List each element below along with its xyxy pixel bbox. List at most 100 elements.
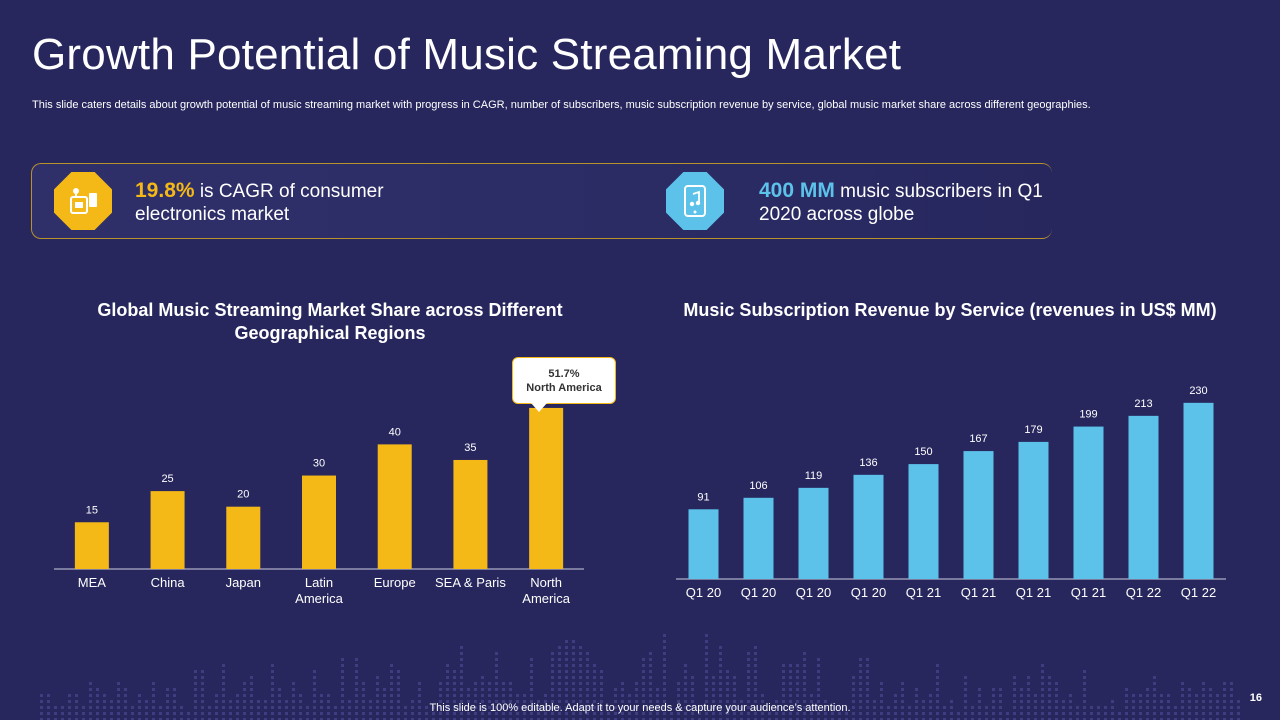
equalizer-dot [439,712,442,715]
equalizer-dot [824,706,827,709]
equalizer-dot [866,712,869,715]
equalizer-dot [607,718,610,720]
equalizer-dot [1006,718,1009,720]
equalizer-dot [544,712,547,715]
equalizer-dot [614,718,617,720]
chart-1-data-label: 30 [313,458,325,470]
equalizer-dot [166,706,169,709]
equalizer-dot [593,712,596,715]
equalizer-dot [523,694,526,697]
equalizer-dot [719,712,722,715]
equalizer-dot [243,694,246,697]
equalizer-dot [817,682,820,685]
chart-1-category-label: Europe [374,575,416,590]
equalizer-dot [1027,706,1030,709]
chart-1-bar [529,407,564,569]
equalizer-dot [712,676,715,679]
equalizer-dot [1146,718,1149,720]
equalizer-dot [803,718,806,720]
equalizer-dot [446,664,449,667]
equalizer-dot [1069,718,1072,720]
equalizer-dot [656,718,659,720]
chart-1-bar [453,459,488,569]
equalizer-dot [292,712,295,715]
equalizer-dot [1132,700,1135,703]
equalizer-dot [859,706,862,709]
equalizer-dot [719,700,722,703]
equalizer-dot [782,694,785,697]
equalizer-dot [131,706,134,709]
equalizer-dot [376,700,379,703]
equalizer-dot [572,700,575,703]
equalizer-dot [642,718,645,720]
equalizer-dot [1020,688,1023,691]
equalizer-dot [971,712,974,715]
equalizer-dot [481,718,484,720]
equalizer-dot [61,712,64,715]
equalizer-dot [1188,694,1191,697]
equalizer-dot [1202,682,1205,685]
equalizer-dot [551,658,554,661]
equalizer-dot [201,706,204,709]
equalizer-dot [1125,718,1128,720]
equalizer-dot [684,670,687,673]
equalizer-dot [649,694,652,697]
subscribers-text: music subscribers in Q1 2020 across glob… [759,181,1043,225]
equalizer-dot [712,718,715,720]
equalizer-dot [1153,706,1156,709]
equalizer-dot [677,700,680,703]
equalizer-dot [201,718,204,720]
equalizer-dot [887,706,890,709]
equalizer-dot [75,694,78,697]
equalizer-dot [453,706,456,709]
cagr-text: is CAGR of consumer electronics market [135,181,384,225]
equalizer-dot [467,700,470,703]
equalizer-dot [796,682,799,685]
equalizer-dot [747,664,750,667]
equalizer-dot [1209,706,1212,709]
equalizer-dot [656,688,659,691]
equalizer-dot [677,712,680,715]
equalizer-dot [544,700,547,703]
equalizer-dot [1076,706,1079,709]
equalizer-dot [341,676,344,679]
equalizer-dot [705,706,708,709]
equalizer-dot [649,652,652,655]
equalizer-dot [551,706,554,709]
equalizer-dot [1069,700,1072,703]
equalizer-dot [705,646,708,649]
equalizer-dot [642,712,645,715]
equalizer-dot [502,718,505,720]
equalizer-dot [201,670,204,673]
equalizer-dot [1062,718,1065,720]
equalizer-dot [719,652,722,655]
equalizer-dot [152,718,155,720]
equalizer-dot [803,676,806,679]
equalizer-dot [1083,712,1086,715]
equalizer-dot [1027,712,1030,715]
equalizer-dot [453,718,456,720]
equalizer-dot [166,694,169,697]
equalizer-dot [222,712,225,715]
equalizer-dot [838,712,841,715]
equalizer-dot [572,694,575,697]
equalizer-dot [642,700,645,703]
equalizer-dot [663,718,666,720]
equalizer-dot [390,688,393,691]
equalizer-dot [1048,688,1051,691]
equalizer-dot [1076,712,1079,715]
equalizer-dot [789,682,792,685]
revenue-chart-title: Music Subscription Revenue by Service (r… [683,300,1217,320]
equalizer-dot [194,712,197,715]
equalizer-dot [1139,712,1142,715]
equalizer-dot [509,694,512,697]
equalizer-dot [341,664,344,667]
equalizer-dot [152,712,155,715]
equalizer-dot [271,706,274,709]
equalizer-dot [1125,688,1128,691]
equalizer-dot [390,676,393,679]
equalizer-dot [1118,712,1121,715]
equalizer-dot [194,682,197,685]
equalizer-dot [1041,688,1044,691]
equalizer-dot [355,700,358,703]
